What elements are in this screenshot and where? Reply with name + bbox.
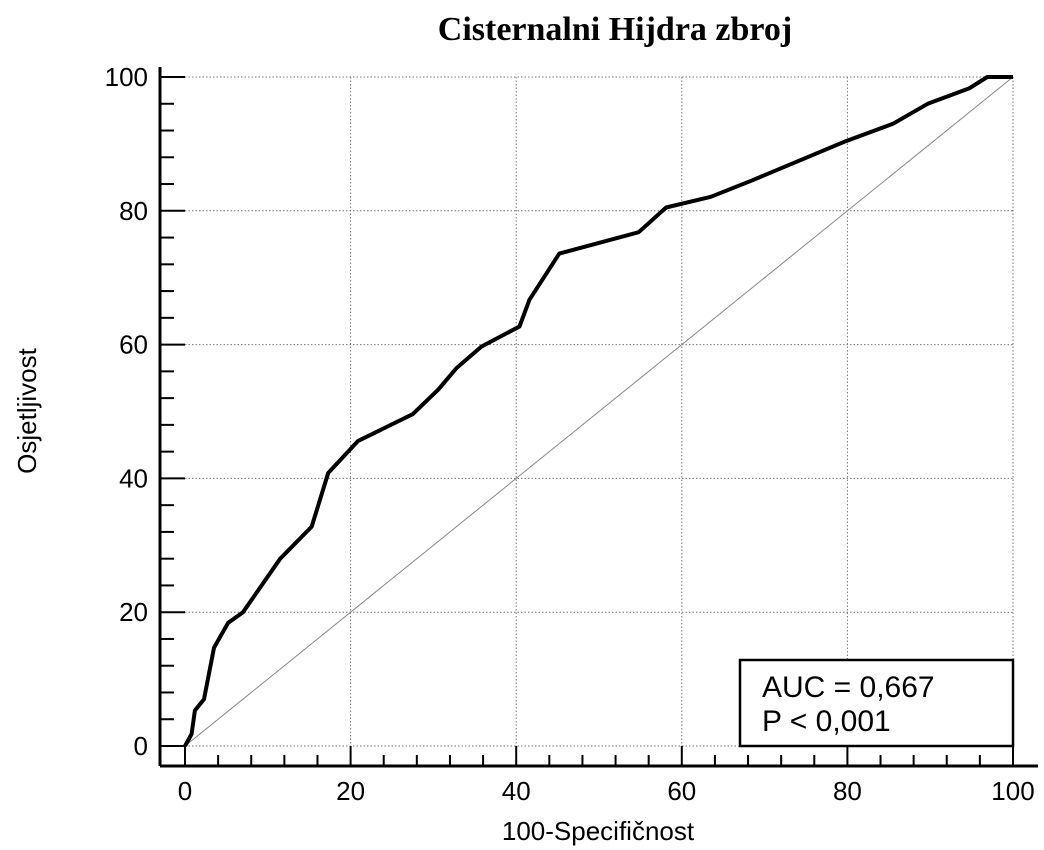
roc-curve xyxy=(183,75,1013,747)
x-tick-label: 0 xyxy=(178,776,192,806)
y-tick-label: 40 xyxy=(119,463,148,493)
y-tick-label: 20 xyxy=(119,597,148,627)
auc-annotation-box: AUC = 0,667 P < 0,001 xyxy=(738,658,1015,748)
x-tick-label: 20 xyxy=(336,776,365,806)
reference-line xyxy=(184,76,1014,747)
grid-lines xyxy=(185,76,1014,747)
auc-value: AUC = 0,667 xyxy=(762,671,935,704)
x-tick-label: 80 xyxy=(833,776,862,806)
x-axis-label: 100-Specifičnost xyxy=(502,816,695,846)
x-tick-label: 60 xyxy=(667,776,696,806)
x-tick-label: 100 xyxy=(991,776,1034,806)
x-tick-label: 40 xyxy=(502,776,531,806)
y-tick-label: 0 xyxy=(134,731,148,761)
y-tick-label: 100 xyxy=(105,62,148,92)
y-tick-label: 80 xyxy=(119,196,148,226)
y-axis-label: Osjetljivost xyxy=(12,347,42,473)
tick-labels: 0 20 40 60 80 100 0 20 40 60 80 100 xyxy=(105,62,1035,806)
chart-title: Cisternalni Hijdra zbroj xyxy=(438,11,792,48)
axes xyxy=(158,67,1038,768)
p-value: P < 0,001 xyxy=(762,705,891,738)
y-tick-label: 60 xyxy=(119,330,148,360)
